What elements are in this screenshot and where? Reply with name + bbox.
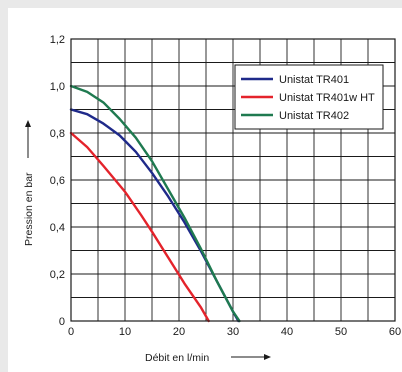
- y-tick-label: 0,6: [50, 175, 65, 187]
- y-tick-label: 1,0: [50, 81, 65, 93]
- x-axis-label: Débit en l/min: [145, 352, 209, 364]
- y-tick-labels: 0 0,2 0,4 0,6 0,8 1,0 1,2: [50, 34, 65, 328]
- y-tick-label: 1,2: [50, 34, 65, 46]
- series-lines: [69, 84, 241, 323]
- legend: Unistat TR401 Unistat TR401w HT Unistat TR…: [234, 64, 384, 130]
- y-tick-label: 0,8: [50, 128, 65, 140]
- y-axis-arrowhead: [25, 120, 31, 127]
- x-tick-label: 10: [119, 326, 131, 338]
- x-tick-label: 0: [68, 326, 74, 338]
- series-line: [69, 131, 210, 323]
- x-tick-label: 60: [389, 326, 401, 338]
- x-tick-label: 20: [173, 326, 185, 338]
- legend-entry: Unistat TR401: [279, 74, 349, 86]
- chart-panel: 0 10 20 30 40 50 60 0 0,2 0,4 0,6 0,8 1,0 1,2 Unista…: [8, 8, 402, 372]
- pressure-flow-chart: 0 10 20 30 40 50 60 0 0,2 0,4 0,6 0,8 1,0 1,2 Unista…: [23, 34, 401, 364]
- plot-frame: [70, 38, 396, 322]
- x-axis-arrowhead: [264, 354, 271, 360]
- x-tick-labels: 0 10 20 30 40 50 60: [68, 326, 401, 338]
- x-tick-label: 50: [335, 326, 347, 338]
- y-tick-label: 0: [59, 316, 65, 328]
- y-axis-label: Pression en bar: [23, 172, 35, 246]
- x-tick-label: 30: [227, 326, 239, 338]
- legend-entry: Unistat TR401w HT: [279, 92, 375, 104]
- y-tick-label: 0,4: [50, 222, 65, 234]
- legend-entry: Unistat TR402: [279, 110, 349, 122]
- x-tick-label: 40: [281, 326, 293, 338]
- series-line: [69, 108, 240, 323]
- y-tick-label: 0,2: [50, 269, 65, 281]
- series-line: [69, 84, 241, 323]
